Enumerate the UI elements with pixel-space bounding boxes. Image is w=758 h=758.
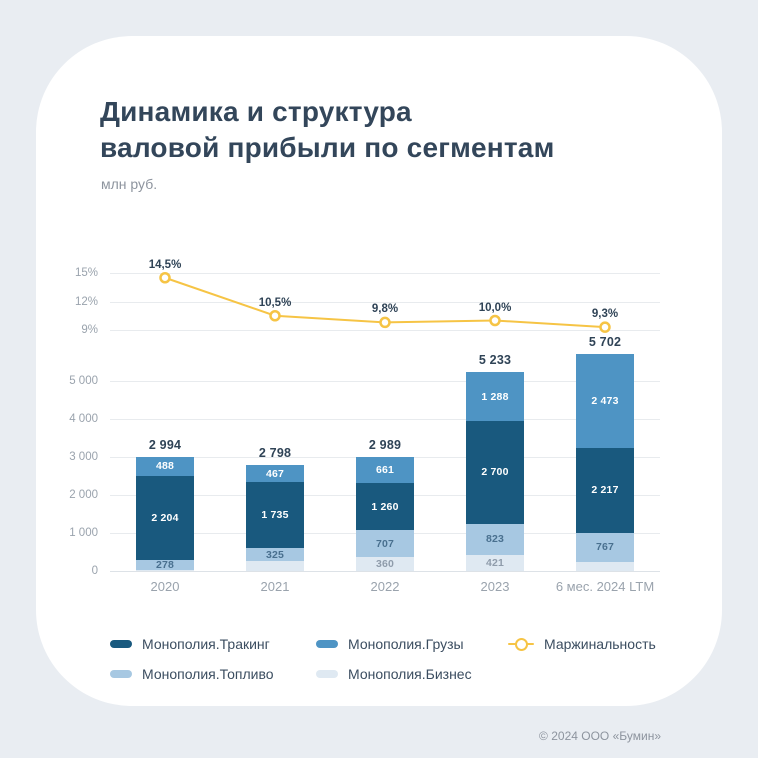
bar-segment: 1 260 [356,482,414,531]
legend-label-tracking: Монополия.Тракинг [142,636,270,652]
value-gridline [110,571,660,572]
segment-value-label: 2 217 [591,484,619,497]
segment-value-label: 2 204 [151,511,179,524]
value-gridline [110,381,660,382]
legend-item-gruzy: Монополия.Грузы [316,636,508,652]
margin-value-label: 14,5% [148,258,182,271]
segment-value-label: 278 [155,558,175,571]
margin-point-marker [269,310,281,322]
segment-value-label: 1 260 [371,500,399,513]
segment-value-label: 661 [375,464,395,476]
value-gridline [110,419,660,420]
bar-segment: 1 288 [466,372,524,422]
percent-gridline [110,330,660,331]
bar-segment: 1 735 [246,482,304,549]
legend-label-toplivo: Монополия.Топливо [142,666,274,682]
legend-label-gruzy: Монополия.Грузы [348,636,464,652]
margin-line-ring [515,637,528,651]
bar-segment: 360 [356,557,414,571]
segment-value-label: 707 [375,537,395,550]
legend-label-biznes: Монополия.Бизнес [348,666,472,682]
bar-segment [576,561,634,571]
chart-title-line-1: Динамика и структура [100,96,412,127]
legend: Монополия.Тракинг Монополия.Грузы Маржин… [110,636,656,682]
segment-value-label: 2 473 [591,395,619,408]
chart-units-label: млн руб. [101,176,158,192]
value-axis-tick: 0 [91,565,98,577]
bar-segment: 2 204 [136,475,194,560]
bar-segment: 767 [576,532,634,562]
value-axis-tick: 2 000 [69,489,98,501]
value-axis-tick: 3 000 [69,451,98,463]
bar-segment: 661 [356,457,414,483]
margin-point-marker [159,272,171,284]
bar-segment: 488 [136,457,194,476]
legend-item-toplivo: Монополия.Топливо [110,666,316,682]
segment-value-label: 767 [595,541,615,554]
category-label: 6 мес. 2024 LTM [555,579,655,594]
category-label: 2021 [260,579,290,594]
legend-item-tracking: Монополия.Тракинг [110,636,316,652]
margin-value-label: 9,8% [371,303,399,316]
bar-segment: 467 [246,464,304,483]
bar-total-label: 5 702 [588,335,622,350]
segment-value-label: 325 [265,548,285,561]
bar-total-label: 5 233 [478,353,512,368]
segment-value-label: 1 735 [261,509,289,522]
legend-label-margin: Маржинальность [544,636,656,652]
chart-card: Динамика и структура валовой прибыли по с… [36,36,722,706]
bar-segment: 823 [466,523,524,555]
bar-total-label: 2 989 [368,438,402,453]
biznes-swatch-icon [316,670,338,678]
segment-value-label: 488 [155,460,175,473]
percent-gridline [110,273,660,274]
margin-value-label: 9,3% [591,308,619,321]
value-axis-tick: 5 000 [69,375,98,387]
percent-axis-tick: 12% [74,295,98,308]
margin-value-label: 10,0% [478,301,512,314]
segment-value-label: 421 [485,556,505,569]
value-axis-tick: 1 000 [69,527,98,539]
category-label: 2020 [150,579,180,594]
segment-value-label: 467 [265,467,285,480]
bar-segment: 421 [466,555,524,571]
margin-point-marker [489,314,501,327]
copyright-text: © 2024 ООО «Бумин» [539,729,661,743]
category-label: 2022 [370,579,400,594]
bar-segment: 2 473 [576,354,634,449]
bar-segment: 707 [356,530,414,558]
plot-area: 9% 12% 15% 0 1 000 2 000 3 000 4 000 5 000 360 421… [69,249,660,601]
bar-total-label: 2 994 [148,438,182,453]
segment-value-label: 1 288 [481,390,509,403]
percent-axis-tick: 9% [81,324,98,336]
bar-segment: 2 700 [466,421,524,524]
toplivo-swatch-icon [110,670,132,678]
bar-segment: 278 [136,558,194,571]
segment-value-label: 823 [485,533,505,546]
bar-segment [246,560,304,571]
segment-value-label: 2 700 [481,466,509,479]
margin-value-label: 10,5% [258,296,292,309]
legend-item-biznes: Монополия.Бизнес [316,666,508,682]
segment-value-label: 360 [375,558,395,571]
bar-segment: 325 [246,548,304,561]
margin-point-marker [379,316,391,329]
category-label: 2023 [480,579,510,594]
bar-segment [136,570,194,571]
percent-axis-tick: 15% [74,267,98,279]
value-axis-tick: 4 000 [69,413,98,425]
margin-line-icon [508,637,534,651]
tracking-swatch-icon [110,640,132,648]
legend-item-margin: Маржинальность [508,636,656,652]
chart-title-line-2: валовой прибыли по сегментам [100,132,555,163]
chart-title: Динамика и структура валовой прибыли по с… [100,94,555,166]
percent-gridline [110,301,660,303]
gruzy-swatch-icon [316,640,338,648]
bar-segment: 2 217 [576,448,634,533]
bar-total-label: 2 798 [258,445,292,460]
